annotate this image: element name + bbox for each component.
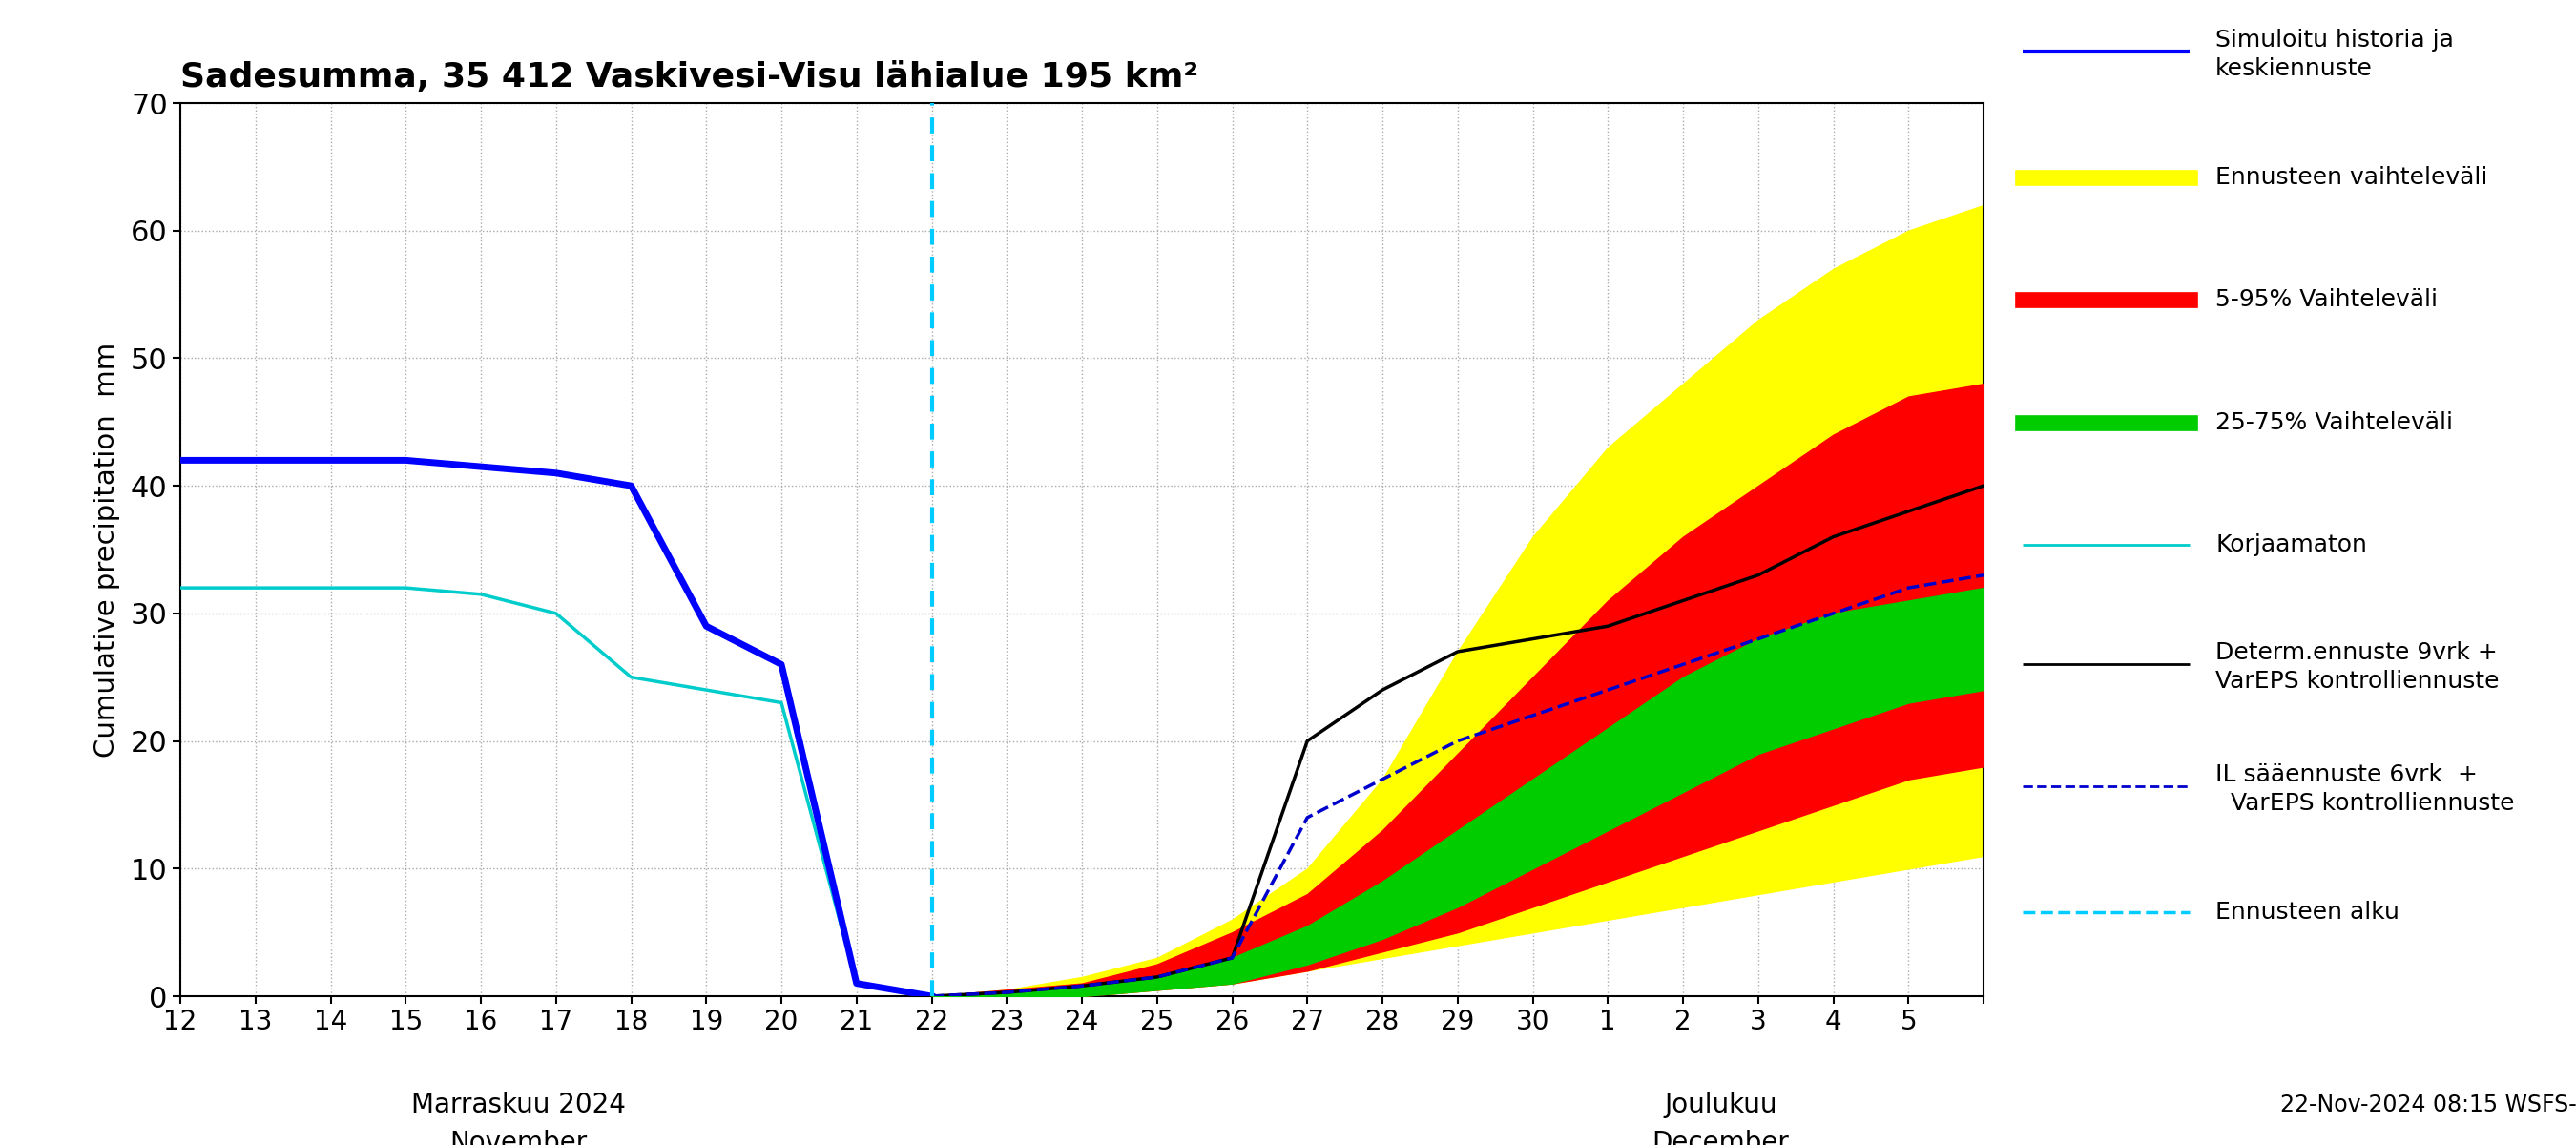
Text: 22-Nov-2024 08:15 WSFS-O: 22-Nov-2024 08:15 WSFS-O [2280,1093,2576,1116]
Text: IL sääennuste 6vrk  +: IL sääennuste 6vrk + [2215,764,2478,787]
Text: Ennusteen vaihteleväli: Ennusteen vaihteleväli [2215,166,2488,189]
Text: Marraskuu 2024: Marraskuu 2024 [412,1092,626,1119]
Text: Sadesumma, 35 412 Vaskivesi-Visu lähialue 195 km²: Sadesumma, 35 412 Vaskivesi-Visu lähialu… [180,62,1198,94]
Text: 5-95% Vaihteleväli: 5-95% Vaihteleväli [2215,289,2437,311]
Text: Joulukuu: Joulukuu [1664,1092,1777,1119]
Text: keskiennuste: keskiennuste [2215,57,2372,80]
Text: Ennusteen alku: Ennusteen alku [2215,901,2398,924]
Text: Simuloitu historia ja: Simuloitu historia ja [2215,29,2455,52]
Text: VarEPS kontrolliennuste: VarEPS kontrolliennuste [2215,670,2499,693]
Text: Korjaamaton: Korjaamaton [2215,534,2367,556]
Text: December: December [1651,1130,1790,1145]
Text: Determ.ennuste 9vrk +: Determ.ennuste 9vrk + [2215,641,2499,664]
Y-axis label: Cumulative precipitation  mm: Cumulative precipitation mm [93,342,121,757]
Text: VarEPS kontrolliennuste: VarEPS kontrolliennuste [2215,792,2514,815]
Text: 25-75% Vaihteleväli: 25-75% Vaihteleväli [2215,411,2452,434]
Text: November: November [451,1130,587,1145]
